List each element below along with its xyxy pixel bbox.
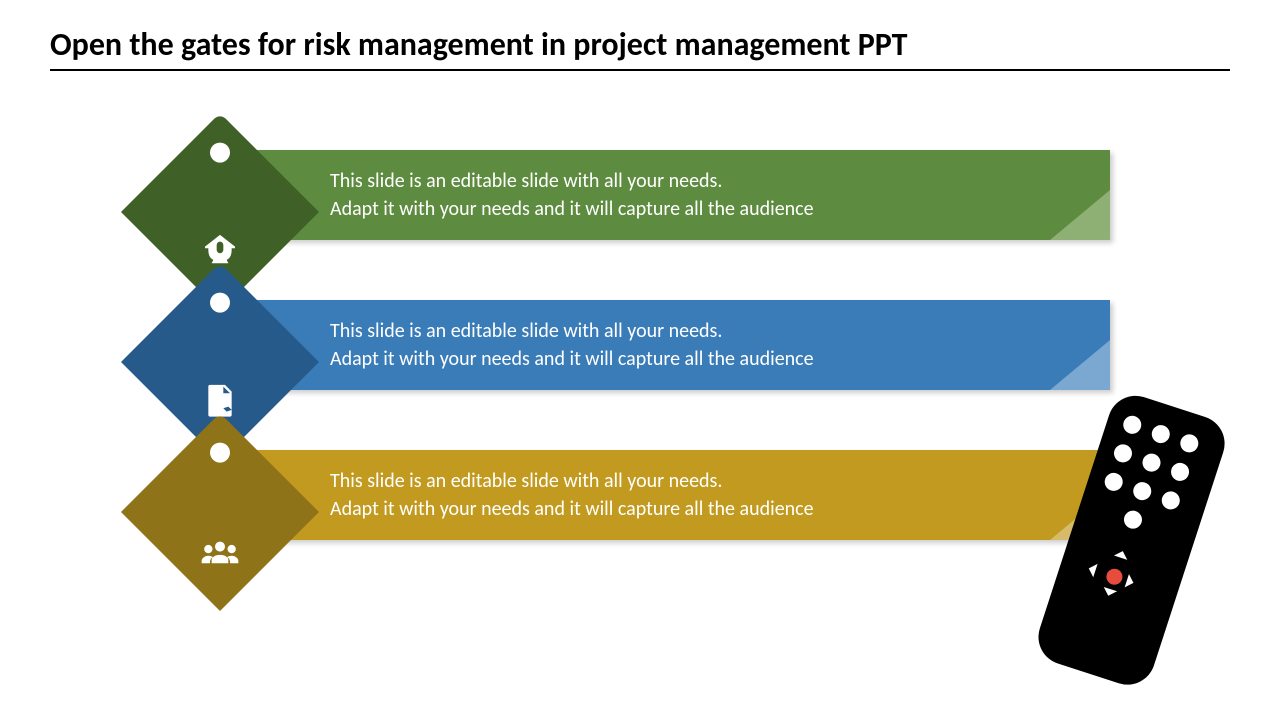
- remote-button: [1122, 508, 1145, 531]
- remote-button: [1149, 423, 1172, 446]
- remote-dpad-right: [1125, 574, 1136, 589]
- dot-icon: [206, 138, 234, 166]
- remote-dpad-up: [1114, 549, 1129, 560]
- list-item: This slide is an editable slide with all…: [150, 150, 1110, 240]
- remote-button: [1102, 471, 1125, 494]
- item-tag-2: [121, 413, 319, 611]
- remote-center-button: [1104, 567, 1124, 587]
- slide-title: Open the gates for risk management in pr…: [50, 25, 1230, 71]
- item-text-0: This slide is an editable slide with all…: [330, 167, 814, 223]
- remote-button: [1140, 451, 1163, 474]
- dot-icon: [206, 438, 234, 466]
- items-container: This slide is an editable slide with all…: [150, 150, 1110, 600]
- remote-dpad-left: [1087, 562, 1098, 577]
- remote-button: [1112, 442, 1135, 465]
- item-bar-1: This slide is an editable slide with all…: [210, 300, 1110, 390]
- remote-dpad-down: [1102, 587, 1117, 598]
- remote-button: [1121, 413, 1144, 436]
- remote-button: [1178, 432, 1201, 455]
- remote-button: [1169, 461, 1192, 484]
- list-item: This slide is an editable slide with all…: [150, 450, 1110, 540]
- item-bar-0: This slide is an editable slide with all…: [210, 150, 1110, 240]
- item-text-2: This slide is an editable slide with all…: [330, 467, 814, 523]
- remote-button: [1131, 480, 1154, 503]
- corner-triangle-0: [1050, 190, 1110, 240]
- people-icon: [196, 528, 244, 576]
- item-bar-2: This slide is an editable slide with all…: [210, 450, 1110, 540]
- dot-icon: [206, 288, 234, 316]
- remote-button: [1159, 489, 1182, 512]
- list-item: This slide is an editable slide with all…: [150, 300, 1110, 390]
- item-text-1: This slide is an editable slide with all…: [330, 317, 814, 373]
